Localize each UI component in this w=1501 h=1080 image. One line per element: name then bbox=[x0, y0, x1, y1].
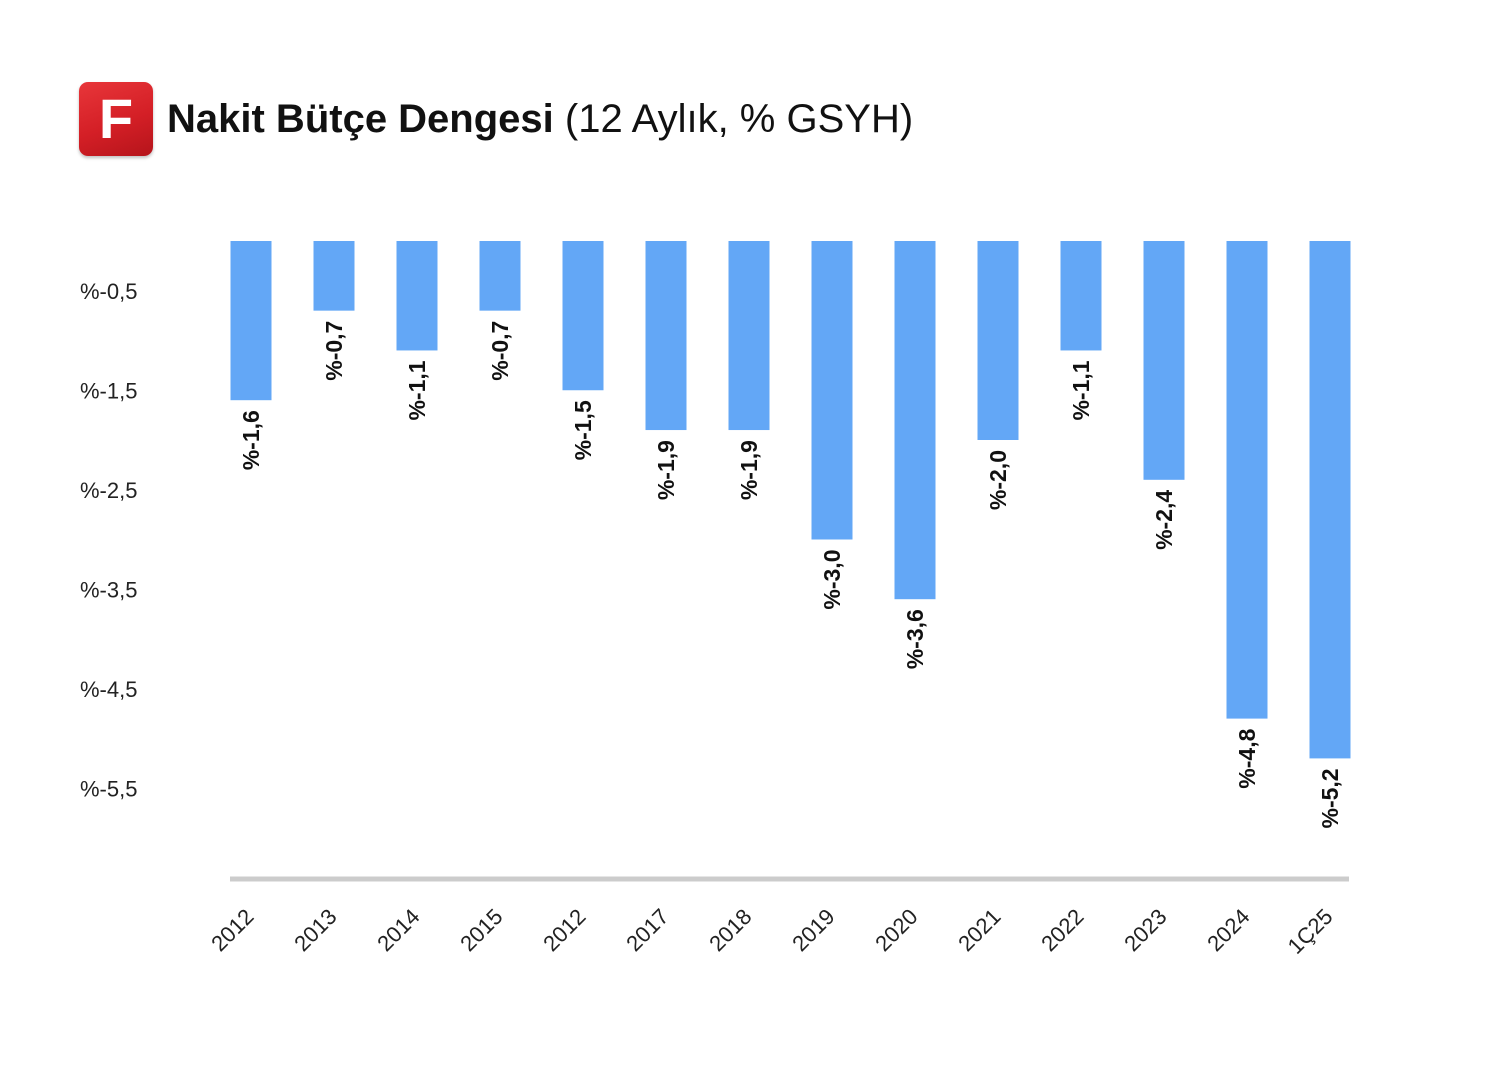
x-tick-label: 2018 bbox=[704, 904, 756, 956]
bar bbox=[1309, 241, 1351, 759]
bar-value-label: %-5,2 bbox=[1317, 768, 1343, 828]
bar-value-label: %-1,6 bbox=[238, 410, 264, 470]
bar-value-label: %-2,0 bbox=[985, 450, 1011, 510]
logo-letter: F bbox=[98, 87, 134, 150]
bar bbox=[313, 241, 355, 311]
y-tick-label: %-1,5 bbox=[80, 378, 137, 403]
x-tick-label: 2015 bbox=[455, 904, 507, 956]
chart-title-subtitle: (12 Aylık, % GSYH) bbox=[564, 96, 914, 141]
bar-value-label: %-3,0 bbox=[819, 550, 845, 610]
x-tick-label: 1Ç25 bbox=[1283, 904, 1338, 959]
x-tick-label: 2012 bbox=[206, 904, 258, 956]
bar-value-label: %-0,7 bbox=[321, 321, 347, 381]
x-tick-label: 2020 bbox=[870, 904, 922, 956]
x-tick-label: 2019 bbox=[787, 904, 839, 956]
bar bbox=[396, 241, 438, 351]
chart-header: F Nakit Bütçe Dengesi (12 Aylık, % GSYH) bbox=[79, 82, 913, 156]
bar bbox=[811, 241, 853, 540]
y-tick-label: %-0,5 bbox=[80, 279, 137, 304]
x-tick-label: 2024 bbox=[1202, 904, 1254, 956]
bar-value-label: %-1,1 bbox=[1068, 360, 1094, 420]
bar-value-label: %-1,5 bbox=[570, 400, 596, 460]
x-tick-label: 2021 bbox=[953, 904, 1005, 956]
x-tick-label: 2017 bbox=[621, 904, 673, 956]
bar-value-label: %-1,1 bbox=[404, 360, 430, 420]
bar-value-label: %-1,9 bbox=[736, 440, 762, 500]
bar-value-label: %-4,8 bbox=[1234, 728, 1260, 788]
x-tick-label: 2022 bbox=[1036, 904, 1088, 956]
bar bbox=[562, 241, 604, 391]
bar bbox=[1060, 241, 1102, 351]
y-tick-label: %-3,5 bbox=[80, 577, 137, 602]
chart-title-main: Nakit Bütçe Dengesi bbox=[167, 96, 554, 141]
bar-value-label: %-3,6 bbox=[902, 609, 928, 669]
bar-value-label: %-2,4 bbox=[1151, 490, 1177, 550]
bar bbox=[728, 241, 770, 431]
bar-value-label: %-0,7 bbox=[487, 321, 513, 381]
x-tick-label: 2014 bbox=[372, 904, 424, 956]
brand-logo-icon: F bbox=[79, 82, 153, 156]
y-tick-label: %-4,5 bbox=[80, 677, 137, 702]
y-tick-label: %-2,5 bbox=[80, 478, 137, 503]
bar bbox=[1143, 241, 1185, 480]
bar bbox=[894, 241, 936, 600]
x-tick-label: 2023 bbox=[1119, 904, 1171, 956]
bar bbox=[479, 241, 521, 311]
bar bbox=[645, 241, 687, 431]
chart-title: Nakit Bütçe Dengesi (12 Aylık, % GSYH) bbox=[167, 97, 913, 142]
y-tick-label: %-5,5 bbox=[80, 776, 137, 801]
x-tick-label: 2012 bbox=[538, 904, 590, 956]
x-tick-label: 2013 bbox=[289, 904, 341, 956]
bar bbox=[230, 241, 272, 401]
bar bbox=[1226, 241, 1268, 719]
bar-value-label: %-1,9 bbox=[653, 440, 679, 500]
bar bbox=[977, 241, 1019, 440]
